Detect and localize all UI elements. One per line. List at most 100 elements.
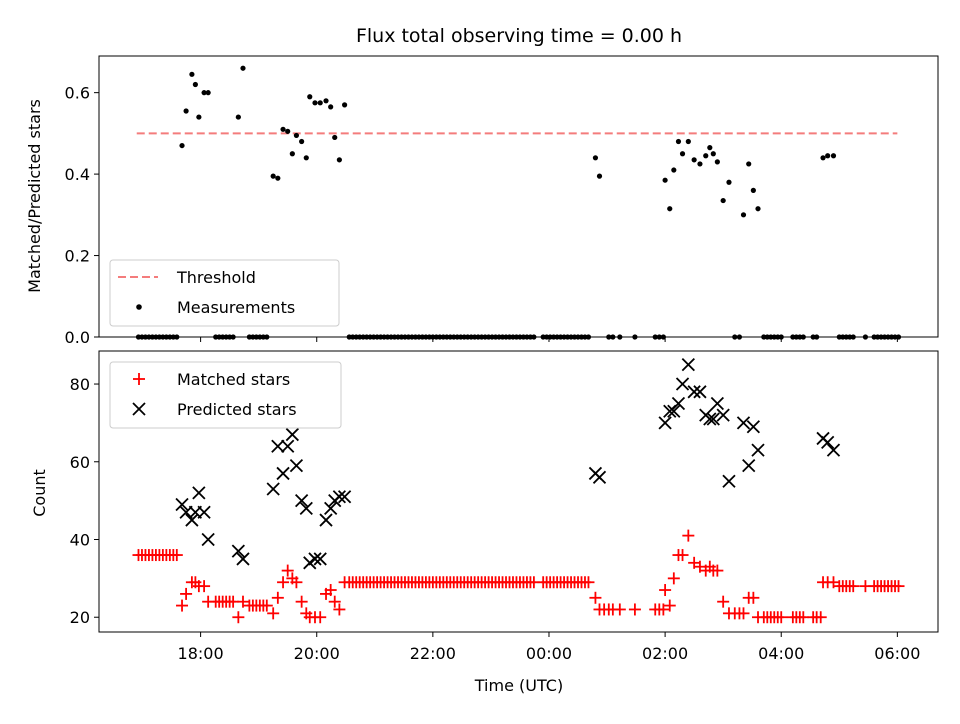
measurement-point — [189, 71, 195, 77]
matched-star-marker — [628, 603, 641, 616]
measurement-point — [710, 151, 716, 157]
measurement-point — [746, 161, 752, 167]
measurement-point — [736, 334, 743, 340]
matched-star-marker — [582, 576, 595, 589]
measurement-point — [679, 151, 686, 157]
matched-star-marker — [170, 549, 183, 562]
x-tick-label: 20:00 — [294, 644, 340, 663]
predicted-star-marker — [192, 486, 206, 500]
measurement-point — [592, 155, 599, 161]
measurement-point — [205, 90, 211, 96]
matched-star-marker — [176, 599, 189, 612]
matched-star-marker — [814, 611, 827, 624]
measurement-point — [750, 187, 756, 193]
measurement-point — [336, 157, 342, 163]
predicted-star-marker — [271, 439, 285, 453]
predicted-star-marker — [295, 493, 309, 508]
measurement-point — [685, 138, 691, 145]
bottom-y-tick-label: 80 — [70, 375, 90, 394]
measurement-point — [280, 126, 286, 132]
measurement-point — [289, 151, 295, 157]
measurement-point — [895, 334, 902, 340]
predicted-star-marker — [826, 443, 841, 457]
measurements-legend-swatch — [136, 304, 142, 310]
x-tick-label: 06:00 — [874, 644, 920, 663]
measurement-point — [697, 161, 703, 167]
matched-star-marker — [676, 549, 689, 562]
matched-star-marker — [271, 591, 284, 604]
measurement-point — [714, 159, 720, 165]
bottom-y-tick-label: 20 — [70, 608, 90, 627]
predicted-star-marker — [313, 552, 327, 566]
measurement-point — [264, 334, 270, 340]
matched-star-marker — [717, 595, 730, 608]
matched-star-marker — [314, 611, 327, 624]
top-y-tick-label: 0.4 — [65, 165, 90, 184]
threshold-legend-label: Threshold — [176, 268, 256, 287]
x-tick-label: 02:00 — [642, 644, 688, 663]
measurement-point — [275, 175, 281, 181]
matched-star-marker — [613, 603, 626, 616]
measurement-point — [667, 206, 673, 212]
top-legend-box — [109, 259, 340, 327]
measurement-point — [830, 153, 837, 159]
top-legend: Threshold Measurements — [109, 259, 340, 327]
measurement-point — [285, 128, 291, 134]
measurements-legend-label: Measurements — [177, 298, 295, 317]
measurement-point — [814, 334, 820, 340]
measurement-point — [820, 155, 826, 161]
measurement-point — [179, 142, 185, 149]
predicted-star-marker — [266, 482, 280, 496]
matched-star-marker — [747, 591, 760, 604]
matched-star-marker — [281, 564, 294, 577]
predicted-star-marker — [736, 416, 751, 430]
predicted-star-marker — [337, 490, 352, 504]
matched-star-marker — [295, 595, 308, 608]
top-series-measurements — [135, 65, 902, 340]
predicted-star-marker — [299, 501, 313, 516]
matched-star-marker — [589, 591, 602, 604]
bottom-legend-box — [109, 361, 342, 429]
measurement-point — [707, 145, 713, 151]
measurement-point — [183, 108, 189, 114]
matched-star-marker — [324, 584, 337, 597]
predicted-star-marker — [667, 404, 681, 418]
bottom-series-predicted-stars — [175, 357, 841, 570]
predicted-legend-swatch — [132, 402, 146, 416]
chart-title: Flux total observing time = 0.00 h — [356, 25, 682, 47]
top-panel: 0.0 0.2 0.4 0.6 — [65, 55, 939, 347]
bottom-y-tick-label: 60 — [70, 453, 90, 472]
predicted-star-marker — [285, 427, 299, 442]
matched-star-marker — [657, 603, 670, 616]
matched-star-marker — [775, 611, 788, 624]
bottom-panel: 20 40 60 80 18:00 20:00 22:00 00:00 02:00 04:00 06… — [70, 350, 939, 663]
predicted-legend-label: Predicted stars — [177, 400, 297, 419]
matched-legend-label: Matched stars — [177, 370, 290, 389]
x-axis-label: Time (UTC) — [474, 676, 563, 695]
measurement-point — [317, 100, 323, 106]
predicted-star-marker — [276, 466, 290, 481]
predicted-star-marker — [687, 385, 701, 399]
measurement-point — [660, 334, 666, 340]
predicted-star-marker — [179, 505, 193, 519]
measurement-point — [675, 138, 682, 145]
measurement-point — [726, 179, 732, 185]
x-tick-label: 00:00 — [526, 644, 572, 663]
predicted-star-marker — [658, 416, 672, 430]
measurement-point — [342, 102, 348, 108]
matched-star-marker — [333, 603, 346, 616]
measurement-point — [192, 81, 198, 88]
predicted-star-marker — [197, 505, 211, 519]
matched-star-marker — [682, 529, 695, 542]
matched-star-marker — [180, 587, 193, 600]
bottom-y-axis-label: Count — [30, 469, 49, 517]
matched-star-marker — [290, 576, 303, 589]
predicted-star-marker — [236, 552, 250, 566]
predicted-star-marker — [289, 459, 304, 473]
matched-star-marker — [711, 564, 724, 577]
measurement-point — [201, 90, 207, 96]
matched-star-marker — [267, 607, 280, 620]
measurement-point — [720, 197, 726, 204]
